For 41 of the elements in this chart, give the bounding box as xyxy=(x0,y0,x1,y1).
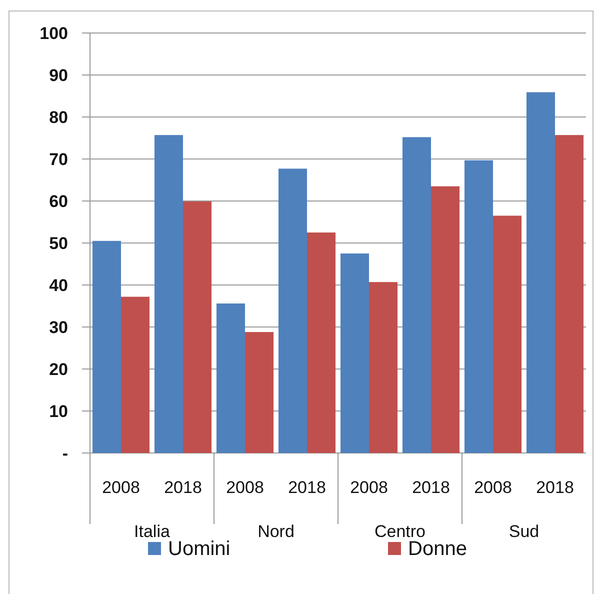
x-tick-label: 2018 xyxy=(536,478,574,497)
bar xyxy=(216,303,245,453)
y-tick-label: 80 xyxy=(49,108,68,127)
y-tick-label: 70 xyxy=(49,150,68,169)
x-tick-label: 2008 xyxy=(226,478,264,497)
x-tick-label: 2008 xyxy=(474,478,512,497)
bar xyxy=(555,135,584,453)
y-tick-label: 100 xyxy=(40,24,68,43)
x-tick-label: 2018 xyxy=(288,478,326,497)
x-tick-label: 2018 xyxy=(164,478,202,497)
bar xyxy=(464,160,493,453)
bar xyxy=(183,201,212,453)
bar xyxy=(493,216,522,453)
x-tick-label: 2018 xyxy=(412,478,450,497)
text: Nord xyxy=(258,522,294,541)
y-tick-label: 50 xyxy=(49,234,68,253)
legend-label: Donne xyxy=(408,538,467,560)
y-tick-label: 30 xyxy=(49,318,68,337)
y-tick-label: 40 xyxy=(49,276,68,295)
bar xyxy=(340,254,369,453)
y-tick-label: - xyxy=(62,444,68,463)
bar xyxy=(431,186,460,453)
bar xyxy=(278,168,307,453)
bar xyxy=(307,232,336,453)
bar xyxy=(402,137,431,453)
y-tick-label: 20 xyxy=(49,360,68,379)
bar xyxy=(154,135,183,453)
bar xyxy=(245,332,274,453)
text: Sud xyxy=(508,522,540,541)
bar xyxy=(92,240,121,453)
text: Italia xyxy=(134,522,170,541)
x-tick-label: 2008 xyxy=(350,478,388,497)
x-tick-label: 2008 xyxy=(102,478,140,497)
legend-label: Uomini xyxy=(168,538,230,560)
bar xyxy=(526,92,555,453)
y-tick-label: 10 xyxy=(49,402,68,421)
y-tick-label: 60 xyxy=(49,192,68,211)
text: Centro xyxy=(374,522,426,541)
bar xyxy=(121,296,150,453)
bar xyxy=(369,282,398,453)
y-tick-label: 90 xyxy=(49,66,68,85)
